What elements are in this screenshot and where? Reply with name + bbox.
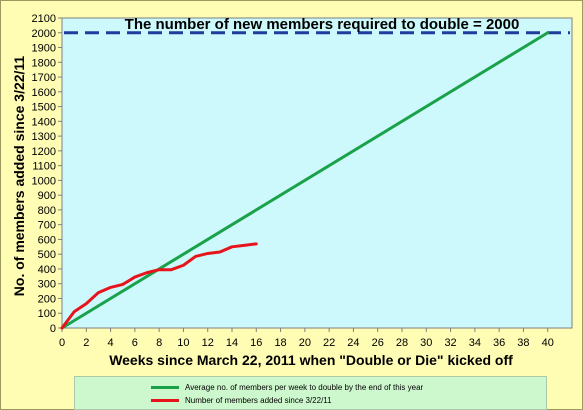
x-tick-label: 0 [59, 337, 65, 349]
y-tick-label: 1600 [32, 87, 56, 99]
y-tick-label: 800 [38, 205, 56, 217]
x-tick-label: 40 [542, 337, 554, 349]
x-tick-label: 20 [299, 337, 311, 349]
y-tick-label: 1400 [32, 116, 56, 128]
series-layer [60, 31, 550, 330]
x-tick-label: 38 [517, 337, 529, 349]
x-axis-title: Weeks since March 22, 2011 when "Double … [109, 352, 513, 368]
y-tick-label: 2000 [32, 28, 56, 40]
y-tick-label: 300 [38, 279, 56, 291]
y-tick-label: 500 [38, 249, 56, 261]
x-tick-label: 4 [108, 337, 114, 349]
x-tick-label: 30 [420, 337, 432, 349]
x-tick-label: 24 [347, 337, 359, 349]
y-tick-label: 0 [50, 323, 56, 335]
legend-entry-actual: Number of members added since 3/22/11 [151, 393, 332, 407]
y-tick-label: 1500 [32, 102, 56, 114]
y-tick-label: 200 [38, 293, 56, 305]
x-tick-label: 18 [274, 337, 286, 349]
y-tick-label: 400 [38, 264, 56, 276]
y-axis-title: No. of members added since 3/22/11 [11, 56, 27, 297]
x-tick-label: 32 [444, 337, 456, 349]
y-tick-label: 1300 [32, 131, 56, 143]
y-tick-label: 1100 [32, 161, 56, 173]
series-average-line [60, 31, 550, 330]
x-tick-label: 8 [156, 337, 162, 349]
y-tick-label: 1700 [32, 72, 56, 84]
series-actual-line [60, 242, 258, 330]
y-tick-label: 1900 [32, 43, 56, 55]
x-tick-label: 28 [396, 337, 408, 349]
x-tick-label: 34 [469, 337, 481, 349]
x-tick-label: 14 [226, 337, 238, 349]
x-tick-label: 36 [493, 337, 505, 349]
y-tick-label: 1800 [32, 57, 56, 69]
y-tick-label: 2100 [32, 13, 56, 25]
x-axis-ticks: 0 2 4 6 8 10 12 14 16 18 20 22 24 26 28 30 32 34 36 38 40 [59, 328, 554, 349]
chart: 0100200300400500600700800900100011001200… [11, 13, 573, 368]
x-tick-label: 12 [202, 337, 214, 349]
legend-label-average: Average no. of members per week to doubl… [185, 382, 424, 392]
y-tick-label: 1000 [32, 175, 56, 187]
legend-entry-average: Average no. of members per week to doubl… [151, 380, 423, 394]
y-tick-label: 700 [38, 220, 56, 232]
y-tick-label: 600 [38, 234, 56, 246]
x-tick-label: 6 [132, 337, 138, 349]
x-tick-label: 22 [323, 337, 335, 349]
y-axis-ticks: 0 100 200 300 400 500 600 700 800 900 1000 1100 1200… [32, 13, 62, 335]
x-tick-label: 10 [177, 337, 189, 349]
legend-swatch-actual [151, 398, 179, 402]
y-tick-label: 1200 [32, 146, 56, 158]
x-tick-label: 16 [250, 337, 262, 349]
y-tick-label: 100 [38, 308, 56, 320]
legend-label-actual: Number of members added since 3/22/11 [185, 395, 332, 405]
x-tick-label: 26 [372, 337, 384, 349]
y-tick-label: 900 [38, 190, 56, 202]
x-tick-label: 2 [83, 337, 89, 349]
chart-title: The number of new members required to do… [125, 16, 520, 33]
legend-swatch-average [151, 385, 179, 389]
legend: Average no. of members per week to doubl… [74, 376, 547, 410]
